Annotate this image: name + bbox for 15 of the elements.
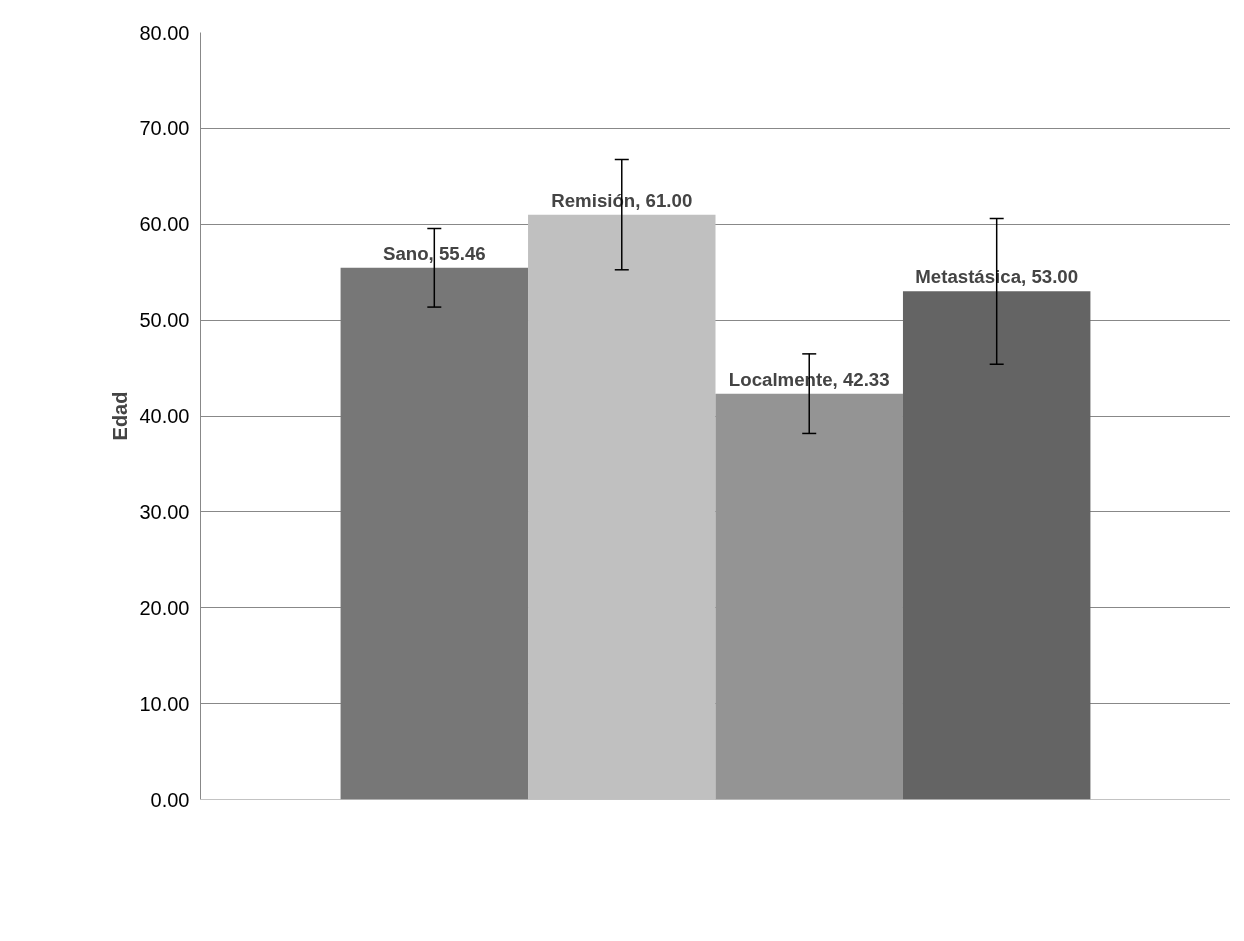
y-tick-label: 70.00 [139,117,190,140]
y-tick-label: 20.00 [139,596,190,619]
y-tick-label: 50.00 [139,309,190,332]
y-tick-label: 10.00 [139,692,190,715]
bar [340,267,529,800]
y-tick-label: 40.00 [139,405,190,427]
y-axis-title: Edad [109,391,132,441]
data-label: Sano, 55.46 [382,242,486,264]
bar [715,393,903,800]
y-tick-label: 0.00 [150,788,190,811]
bar [902,291,1091,800]
bar [528,214,716,800]
y-tick-label: 80.00 [139,21,190,44]
y-tick-label: 30.00 [139,500,190,523]
y-tick-label: 60.00 [139,213,190,236]
